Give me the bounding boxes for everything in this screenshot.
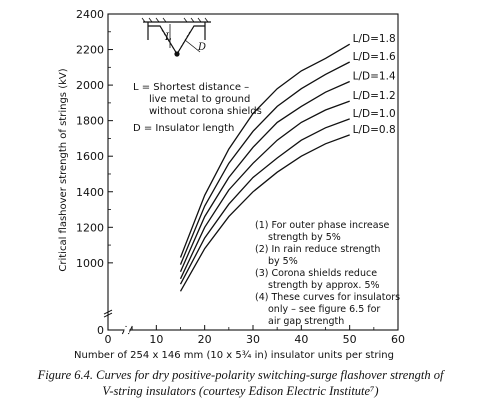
x-tick-label-60: 60: [391, 333, 405, 346]
y-tick-label-1400: 1400: [76, 186, 104, 199]
curve-label-5: L/D=0.8: [353, 124, 396, 136]
x-axis-label: Number of 254 x 146 mm (10 x 5¾ in) insu…: [74, 350, 394, 361]
note-1b: strength by 5%: [268, 232, 341, 243]
caption-line-1: Figure 6.4. Curves for dry positive-pola…: [37, 368, 444, 382]
y-axis-break: [103, 309, 113, 318]
y-axis-label: Critical flashover strength of strings (…: [58, 68, 69, 271]
y-tick-label-1800: 1800: [76, 115, 104, 128]
inset-l-definition-2: live metal to ground: [149, 94, 250, 105]
notes: (1) For outer phase increase strength by…: [255, 220, 400, 327]
curve-l-d-1-6: [179, 61, 350, 265]
x-tick-label-30: 30: [246, 333, 260, 346]
y-tick-label-2200: 2200: [76, 44, 104, 57]
ticks: 0 10 20 30 40 50 60 1000 1200 1400 1600 1800 2000 220…: [76, 8, 405, 346]
curves: [179, 43, 351, 292]
x-tick-label-20: 20: [198, 333, 212, 346]
curve-l-d-1-4: [179, 80, 350, 272]
curve-l-d-1-8: [179, 43, 351, 258]
caption-line-2: V-string insulators (courtesy Edison Ele…: [102, 384, 379, 398]
curve-label-0: L/D=1.8: [353, 33, 396, 45]
inset-symbol-d: D: [197, 42, 206, 53]
curve-label-1: L/D=1.6: [353, 51, 396, 63]
note-2a: (2) In rain reduce strength: [255, 244, 380, 255]
x-tick-label-10: 10: [149, 333, 163, 346]
y-tick-label-1000: 1000: [76, 257, 104, 270]
x-axis-break-gap: [124, 327, 130, 333]
note-2b: by 5%: [268, 256, 298, 267]
curve-label-4: L/D=1.0: [353, 108, 396, 120]
figure-caption: Figure 6.4. Curves for dry positive-pola…: [0, 367, 481, 399]
y-tick-label-2400: 2400: [76, 8, 104, 21]
note-3a: (3) Corona shields reduce: [255, 268, 377, 279]
curve-l-d-1-2: [179, 100, 350, 280]
x-tick-label-0: 0: [105, 333, 112, 346]
y-tick-label-2000: 2000: [76, 79, 104, 92]
note-3b: strength by approx. 5%: [268, 280, 380, 291]
note-4c: air gap strength: [268, 316, 344, 327]
inset-d-definition: D = Insulator length: [133, 123, 234, 134]
note-1a: (1) For outer phase increase: [255, 220, 390, 231]
inset-l-definition-3: without corona shields: [149, 106, 262, 117]
y-tick-label-origin: 0: [97, 324, 104, 337]
x-tick-label-50: 50: [343, 333, 357, 346]
x-tick-label-40: 40: [294, 333, 308, 346]
inset-l-definition-1: L = Shortest distance –: [133, 82, 249, 93]
inset-symbol-l: L: [164, 32, 172, 43]
v-string-diagram: [141, 17, 211, 57]
note-4a: (4) These curves for insulators: [255, 292, 400, 303]
curve-labels: L/D=1.8 L/D=1.6 L/D=1.4 L/D=1.2 L/D=1.0 L/D=0…: [353, 33, 396, 136]
curve-label-3: L/D=1.2: [353, 90, 396, 102]
curve-l-d-1-0: [179, 118, 350, 285]
note-4b: only – see figure 6.5 for: [268, 304, 380, 315]
curve-l-d-0-8: [179, 134, 350, 292]
y-tick-label-1200: 1200: [76, 221, 104, 234]
curve-label-2: L/D=1.4: [353, 71, 396, 83]
y-tick-label-1600: 1600: [76, 150, 104, 163]
